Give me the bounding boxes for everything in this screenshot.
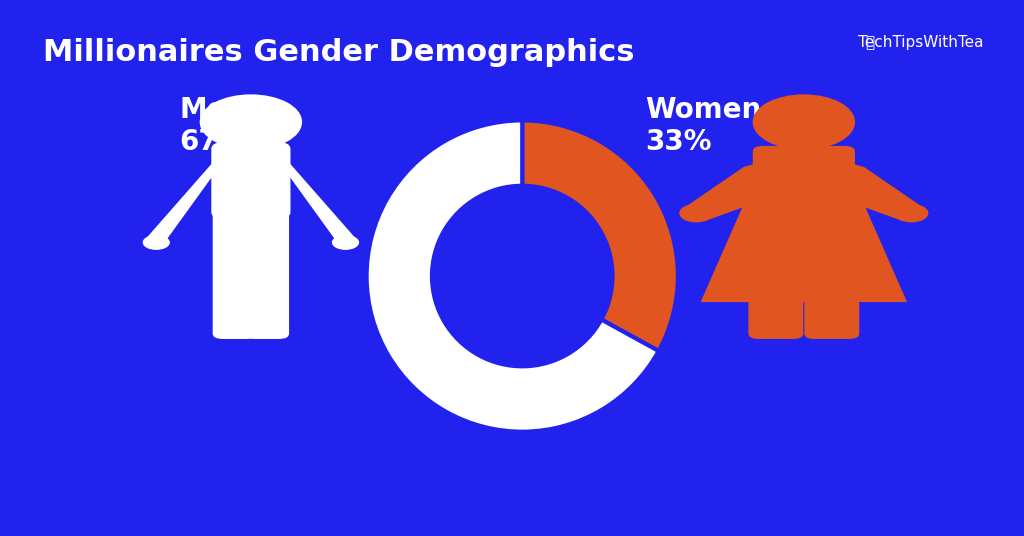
Polygon shape: [688, 160, 767, 221]
Circle shape: [333, 236, 358, 249]
FancyBboxPatch shape: [245, 207, 289, 339]
FancyBboxPatch shape: [753, 146, 855, 218]
Polygon shape: [145, 156, 227, 239]
Circle shape: [755, 96, 853, 148]
Circle shape: [680, 205, 713, 222]
FancyBboxPatch shape: [749, 292, 803, 339]
Polygon shape: [700, 160, 907, 302]
Wedge shape: [367, 121, 658, 431]
Polygon shape: [841, 160, 920, 221]
FancyBboxPatch shape: [213, 207, 257, 339]
Text: TechTipsWithTea: TechTipsWithTea: [857, 35, 983, 50]
Circle shape: [895, 205, 928, 222]
Circle shape: [202, 96, 300, 148]
Text: Men
67%: Men 67%: [179, 96, 246, 156]
Text: Millionaires Gender Demographics: Millionaires Gender Demographics: [43, 38, 635, 66]
FancyBboxPatch shape: [213, 144, 289, 218]
Wedge shape: [522, 121, 678, 351]
Text: Women
33%: Women 33%: [645, 96, 762, 156]
Text: 🍵: 🍵: [865, 35, 874, 50]
Circle shape: [143, 236, 169, 249]
Polygon shape: [274, 156, 356, 239]
FancyBboxPatch shape: [805, 292, 859, 339]
